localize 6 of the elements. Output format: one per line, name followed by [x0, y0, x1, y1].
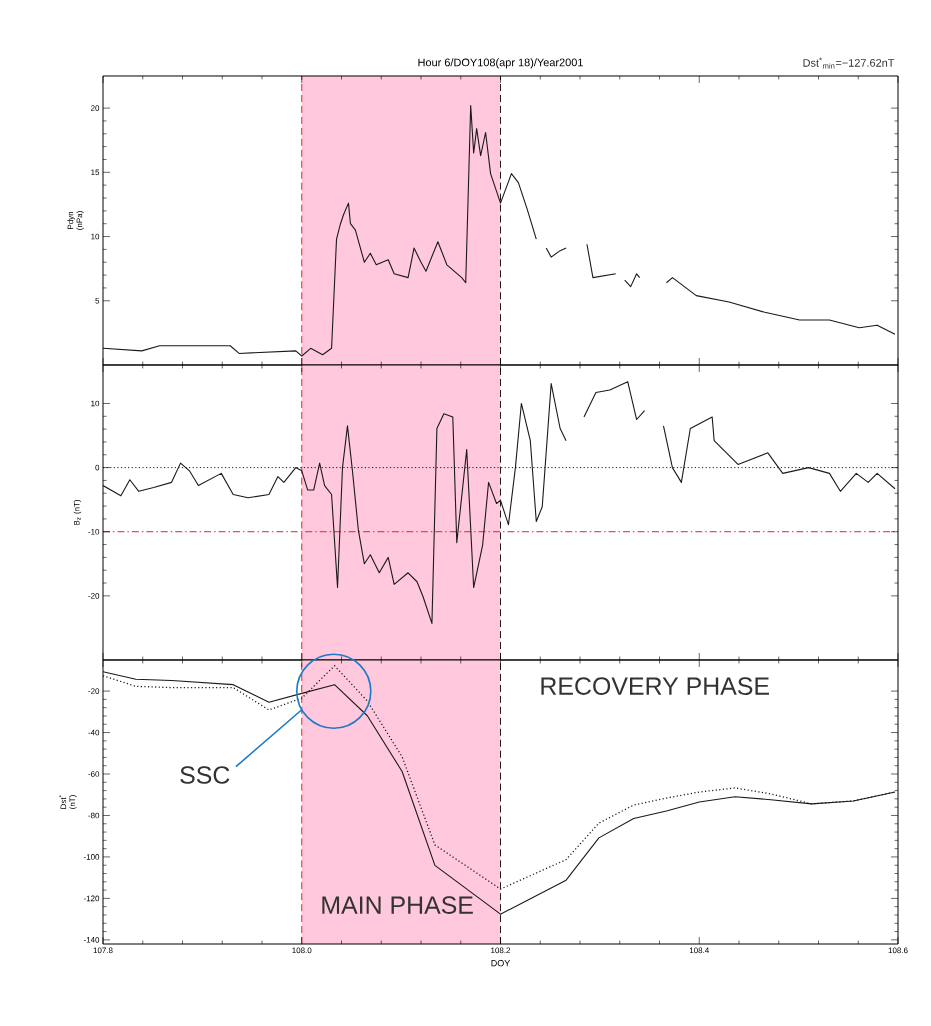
annotation: MAIN PHASE — [322, 896, 473, 914]
annotation: RECOVERY PHASE — [541, 677, 769, 695]
x-axis-title: DOY — [491, 960, 511, 967]
annotation: SSC — [180, 766, 230, 784]
text: Dst$^{*}$$_{min}$=−127.62nT — [803, 57, 895, 69]
chart-title: Hour 6/DOY108(apr 18)/Year2001 — [418, 58, 583, 69]
